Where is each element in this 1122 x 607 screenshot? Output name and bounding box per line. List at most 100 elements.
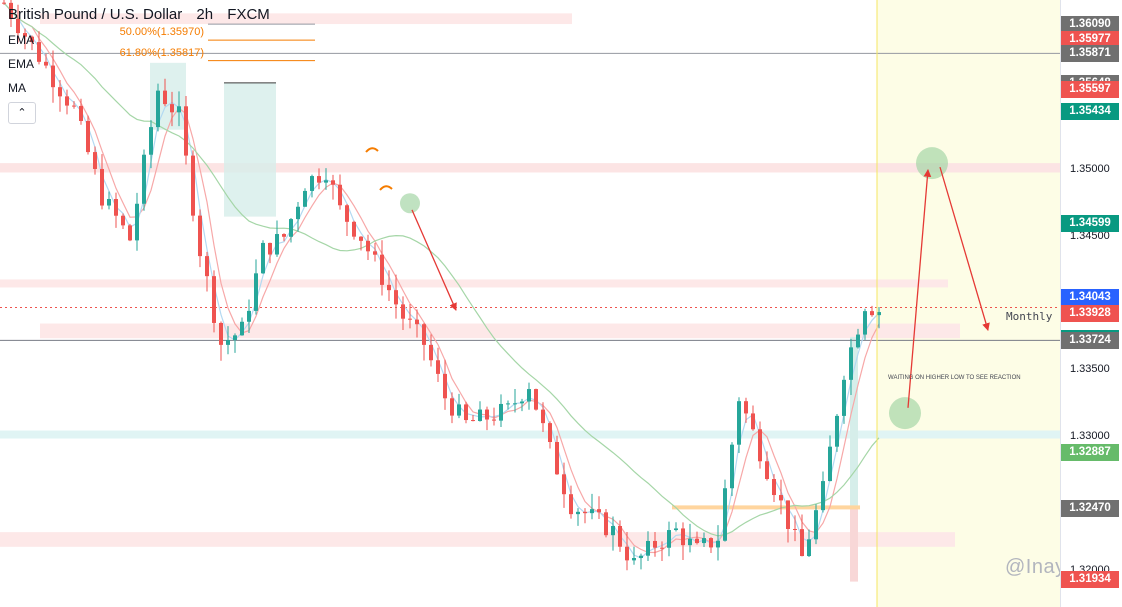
candle-body (786, 500, 790, 529)
ema-fast-line (3, 2, 880, 554)
candle-body (352, 221, 356, 237)
candle-body (310, 176, 314, 191)
candle-body (590, 509, 594, 514)
candle-body (688, 538, 692, 546)
candle-body (212, 276, 216, 323)
candle-body (856, 334, 860, 348)
position-box (224, 82, 276, 217)
price-zone (0, 430, 1060, 439)
arrow-down (939, 166, 990, 331)
candle-body (114, 199, 118, 216)
candle-body (282, 234, 286, 237)
indicator-ma[interactable]: MA (8, 81, 26, 95)
price-zone (0, 163, 1060, 173)
candle-body (415, 319, 419, 325)
price-zone (40, 13, 572, 25)
candle-body (625, 546, 629, 561)
candle-body (793, 528, 797, 530)
candle-body (198, 215, 202, 257)
collapse-legend-button[interactable]: ⌃ (8, 102, 36, 124)
symbol-title[interactable]: British Pound / U.S. Dollar 2h FXCM (8, 6, 280, 23)
price-badge: 1.34599 (1061, 214, 1119, 232)
price-badge: 1.35977 (1061, 30, 1119, 48)
price-chart[interactable] (0, 0, 1060, 607)
candle-body (828, 446, 832, 482)
candle-body (23, 33, 27, 37)
candle-body (709, 538, 713, 548)
candle-body (450, 398, 454, 416)
candle-body (170, 104, 174, 113)
candle-body (324, 180, 328, 183)
fib-level-618: 61.80%(1.35817) (119, 46, 204, 59)
indicator-ema-2[interactable]: EMA (8, 57, 35, 71)
candle-body (569, 494, 573, 515)
symbol-name: British Pound / U.S. Dollar (8, 6, 183, 23)
candle-body (359, 236, 363, 241)
candle-body (268, 242, 272, 255)
candle-body (345, 205, 349, 222)
candle-body (821, 481, 825, 511)
monthly-level-label: Monthly (1006, 310, 1053, 323)
candle-body (86, 120, 90, 153)
candle-body (646, 540, 650, 556)
candle-body (219, 322, 223, 345)
candle-body (660, 547, 664, 549)
candle-body (485, 409, 489, 420)
candle-body (779, 495, 783, 501)
candle-body (702, 538, 706, 544)
candle-body (863, 311, 867, 335)
candle-body (562, 474, 566, 495)
candle-body (870, 311, 874, 316)
price-badge: 1.35871 (1061, 44, 1119, 62)
price-badge: 1.33724 (1061, 331, 1119, 349)
candle-body (499, 403, 503, 421)
forecast-zone (877, 0, 1060, 607)
drawing-annotations (365, 147, 990, 430)
candle-body (205, 256, 209, 277)
chevron-up-icon: ⌃ (17, 107, 27, 119)
candle-body (30, 36, 34, 43)
candle-body (716, 540, 720, 548)
candle-body (100, 168, 104, 206)
candle-body (527, 389, 531, 402)
candle-body (373, 251, 377, 255)
candle-body (842, 379, 846, 416)
candle-body (401, 304, 405, 319)
candle-body (9, 2, 13, 19)
candle-body (513, 403, 517, 405)
candle-body (534, 389, 538, 410)
candle-body (443, 373, 447, 399)
candle-body (478, 409, 482, 422)
candle-body (618, 526, 622, 547)
candle-body (37, 42, 41, 62)
candle-body (394, 290, 398, 305)
candle-body (163, 90, 167, 105)
candle-body (261, 242, 265, 274)
exchange-label: FXCM (227, 6, 270, 23)
candle-body (303, 190, 307, 207)
candle-body (576, 511, 580, 515)
candle-body (51, 65, 55, 88)
candle-body (184, 106, 188, 156)
highlight-circle (889, 397, 921, 430)
candle-body (2, 2, 6, 4)
demand-line (672, 505, 860, 510)
indicator-ema-1[interactable]: EMA (8, 33, 35, 47)
candle-body (758, 429, 762, 462)
candle-body (44, 61, 48, 66)
price-badge: 1.32470 (1061, 499, 1119, 517)
candle-body (58, 87, 62, 97)
candle-body (135, 203, 139, 241)
candle-body (366, 240, 370, 252)
price-tick: 1.33000 (1070, 430, 1110, 443)
candle-body (247, 310, 251, 322)
candle-body (177, 106, 181, 113)
candle-body (93, 152, 97, 169)
highlight-circle (400, 193, 420, 214)
fib-level-50: 50.00%(1.35970) (119, 26, 204, 39)
horizontal-lines (0, 23, 1060, 341)
candle-body (639, 555, 643, 559)
candle-body (541, 409, 545, 424)
candle-body (191, 155, 195, 216)
